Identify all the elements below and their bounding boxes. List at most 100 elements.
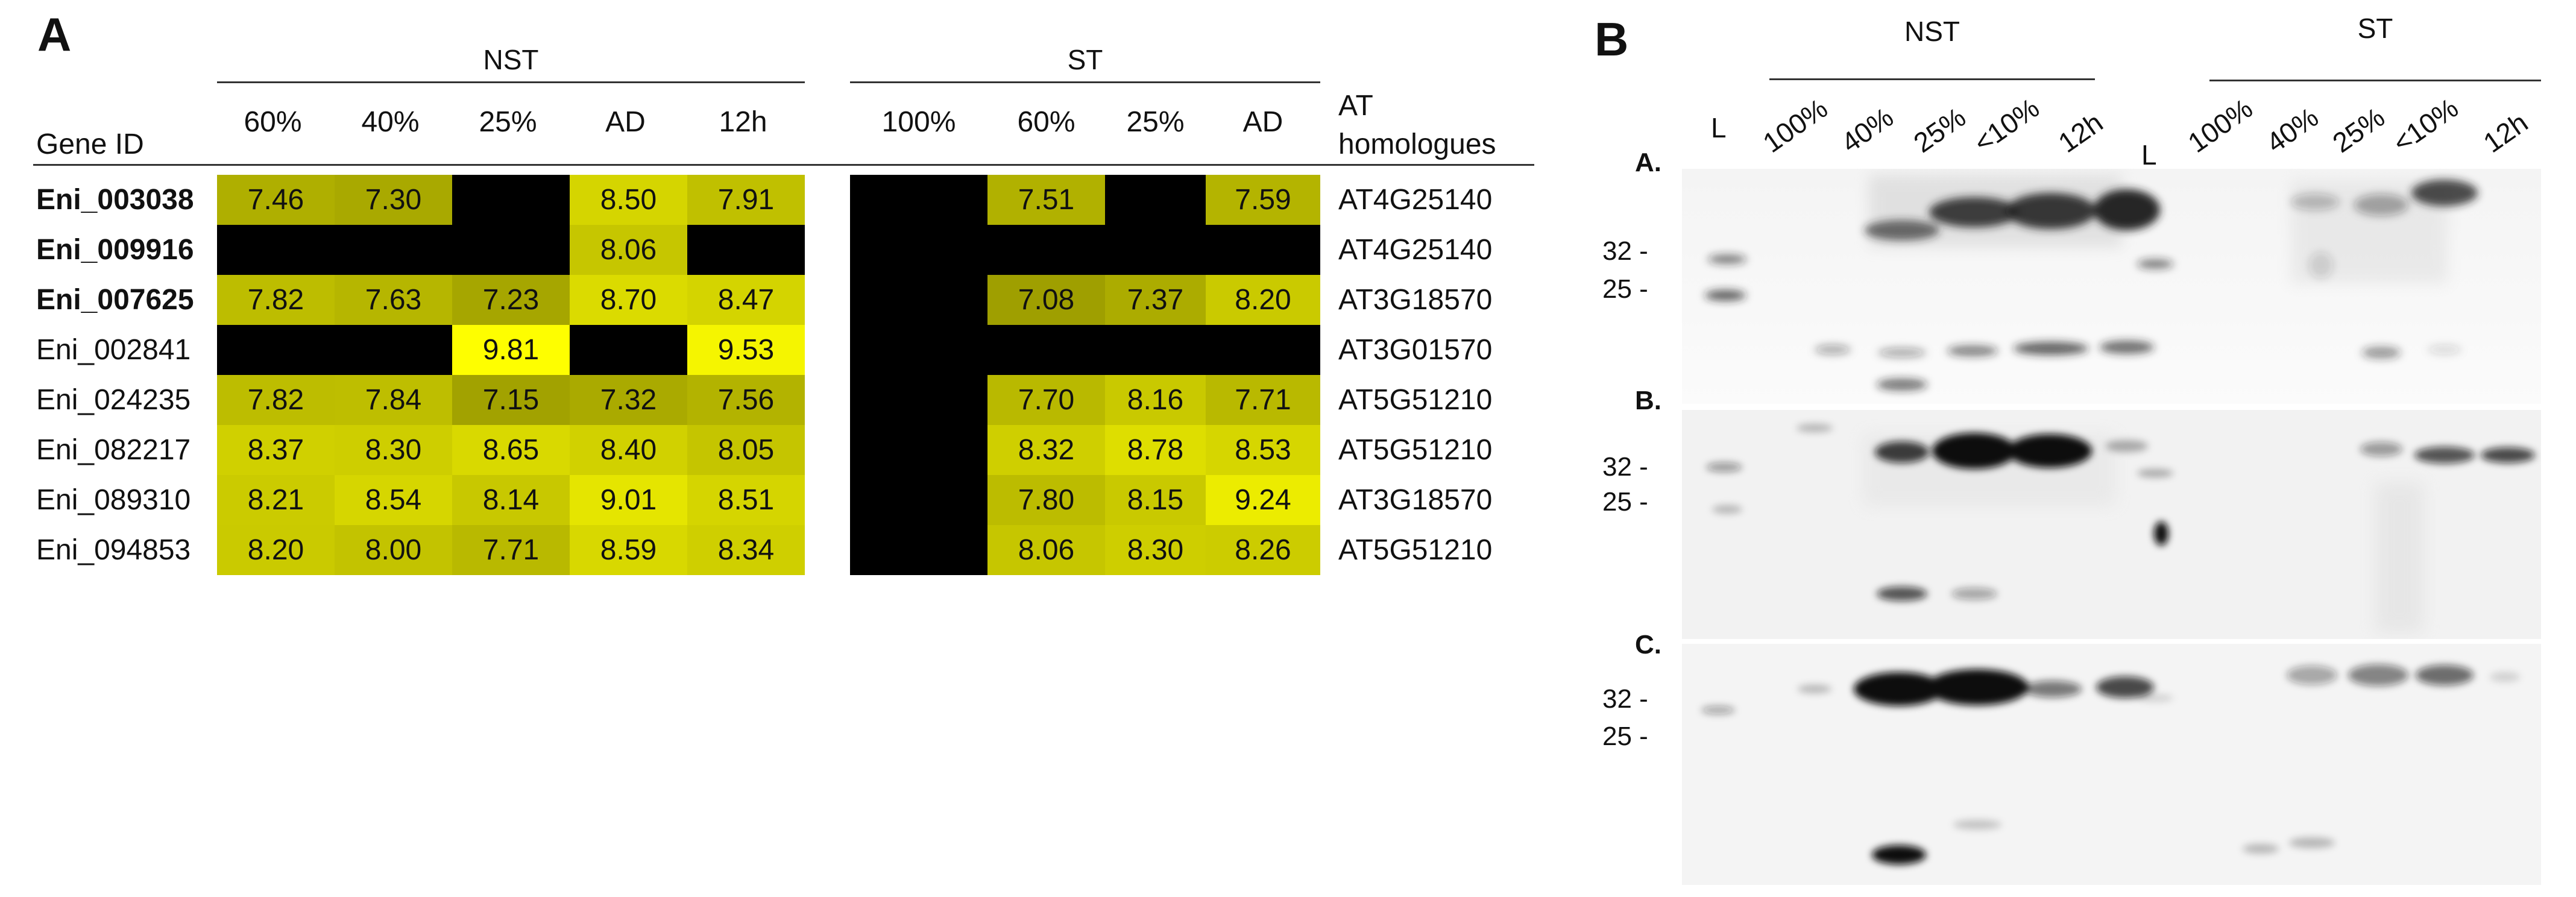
- at-homologues-header-line1: AT: [1338, 90, 1373, 122]
- blot-nst-group-title: NST: [1904, 16, 1960, 47]
- blot-b-image: [1682, 410, 2541, 639]
- nst-value-cell: 8.14: [452, 475, 570, 525]
- nst-value-cell: 7.71: [452, 525, 570, 575]
- gene-id-cell: Eni_094853: [36, 534, 191, 566]
- blot-nst-lane-label: 100%: [1757, 92, 1833, 159]
- nst-value-cell: 8.05: [687, 425, 805, 475]
- blot-c-marker-32: 32 -: [1602, 684, 1648, 714]
- at-homologue-cell: AT3G18570: [1338, 284, 1493, 316]
- nst-value-cell: 8.59: [570, 525, 687, 575]
- gene-id-cell: Eni_003038: [36, 184, 194, 216]
- panel-a-letter: A: [37, 8, 72, 61]
- st-value-cell: [1105, 325, 1206, 375]
- st-value-cell: [1206, 225, 1320, 275]
- st-value-cell: 8.06: [987, 525, 1105, 575]
- nst-value-cell: 7.56: [687, 375, 805, 425]
- nst-value-cell: 8.06: [570, 225, 687, 275]
- nst-value-cell: 7.46: [217, 175, 335, 225]
- blot-nst-lane-label: L: [1711, 112, 1727, 143]
- panel-b-letter: B: [1595, 13, 1629, 66]
- gene-id-cell: Eni_024235: [36, 384, 191, 416]
- nst-value-cell: 7.30: [335, 175, 452, 225]
- nst-value-cell: [687, 225, 805, 275]
- nst-value-cell: 7.32: [570, 375, 687, 425]
- gene-id-cell: Eni_009916: [36, 234, 194, 266]
- at-homologue-cell: AT5G51210: [1338, 534, 1493, 566]
- at-homologue-cell: AT5G51210: [1338, 384, 1493, 416]
- st-value-cell: [850, 275, 987, 325]
- header-rule: [33, 164, 1534, 166]
- nst-value-cell: 8.34: [687, 525, 805, 575]
- nst-value-cell: 8.54: [335, 475, 452, 525]
- blot-st-lane-label: L: [2141, 139, 2157, 171]
- st-value-cell: [1105, 225, 1206, 275]
- gene-id-cell: Eni_002841: [36, 334, 191, 366]
- at-homologue-cell: AT5G51210: [1338, 434, 1493, 466]
- nst-col-header: AD: [605, 106, 646, 138]
- blot-nst-lane-label: 12h: [2052, 106, 2109, 159]
- nst-value-cell: [335, 225, 452, 275]
- nst-group-rule: [217, 81, 805, 83]
- nst-value-cell: 8.20: [217, 525, 335, 575]
- nst-value-cell: [335, 325, 452, 375]
- nst-value-cell: [217, 325, 335, 375]
- at-homologues-header-line2: homologues: [1338, 128, 1496, 160]
- st-col-header: 100%: [881, 106, 956, 138]
- blot-a-marker-32: 32 -: [1602, 236, 1648, 266]
- blot-nst-lane-label: 25%: [1907, 101, 1971, 159]
- nst-value-cell: 8.50: [570, 175, 687, 225]
- st-value-cell: 8.53: [1206, 425, 1320, 475]
- blot-st-lane-label: <10%: [2387, 92, 2464, 159]
- nst-value-cell: [217, 225, 335, 275]
- nst-value-cell: 8.00: [335, 525, 452, 575]
- at-homologue-cell: AT3G18570: [1338, 484, 1493, 516]
- blot-nst-rule: [1769, 78, 2095, 80]
- blot-st-lane-label: 100%: [2182, 92, 2258, 159]
- st-value-cell: 7.59: [1206, 175, 1320, 225]
- st-value-cell: 7.51: [987, 175, 1105, 225]
- st-value-cell: 8.26: [1206, 525, 1320, 575]
- nst-value-cell: 7.15: [452, 375, 570, 425]
- st-group-rule: [850, 81, 1320, 83]
- nst-value-cell: 9.53: [687, 325, 805, 375]
- st-value-cell: [850, 375, 987, 425]
- st-value-cell: [1206, 325, 1320, 375]
- blot-b-marker-25: 25 -: [1602, 487, 1648, 517]
- nst-value-cell: 7.63: [335, 275, 452, 325]
- gene-id-cell: Eni_007625: [36, 284, 194, 316]
- blot-nst-lane-label: <10%: [1968, 92, 2045, 159]
- at-homologue-cell: AT4G25140: [1338, 234, 1493, 266]
- blot-b-label: B.: [1635, 386, 1661, 415]
- blot-st-rule: [2209, 80, 2541, 81]
- nst-value-cell: 7.23: [452, 275, 570, 325]
- nst-value-cell: [452, 175, 570, 225]
- blot-a-label: A.: [1635, 148, 1661, 177]
- nst-value-cell: 7.84: [335, 375, 452, 425]
- st-value-cell: 9.24: [1206, 475, 1320, 525]
- blot-st-lane-label: 25%: [2326, 101, 2390, 159]
- nst-value-cell: 8.37: [217, 425, 335, 475]
- blot-st-lane-label: 12h: [2477, 106, 2534, 159]
- nst-value-cell: 8.65: [452, 425, 570, 475]
- st-value-cell: 8.20: [1206, 275, 1320, 325]
- nst-value-cell: 8.21: [217, 475, 335, 525]
- blot-a-image: [1682, 169, 2541, 404]
- st-col-header: AD: [1242, 106, 1283, 138]
- blot-b-marker-32: 32 -: [1602, 452, 1648, 482]
- nst-value-cell: 8.47: [687, 275, 805, 325]
- st-value-cell: 8.30: [1105, 525, 1206, 575]
- blot-st-lane-label: 40%: [2260, 101, 2324, 159]
- nst-value-cell: [570, 325, 687, 375]
- nst-value-cell: 8.70: [570, 275, 687, 325]
- st-value-cell: 7.80: [987, 475, 1105, 525]
- nst-value-cell: [452, 225, 570, 275]
- gene-id-cell: Eni_082217: [36, 434, 191, 466]
- st-value-cell: [850, 225, 987, 275]
- st-group-title: ST: [1067, 44, 1103, 75]
- st-value-cell: 7.70: [987, 375, 1105, 425]
- nst-value-cell: 7.91: [687, 175, 805, 225]
- st-value-cell: [850, 175, 987, 225]
- nst-col-header: 12h: [719, 106, 767, 138]
- nst-value-cell: 8.51: [687, 475, 805, 525]
- gene-id-cell: Eni_089310: [36, 484, 191, 516]
